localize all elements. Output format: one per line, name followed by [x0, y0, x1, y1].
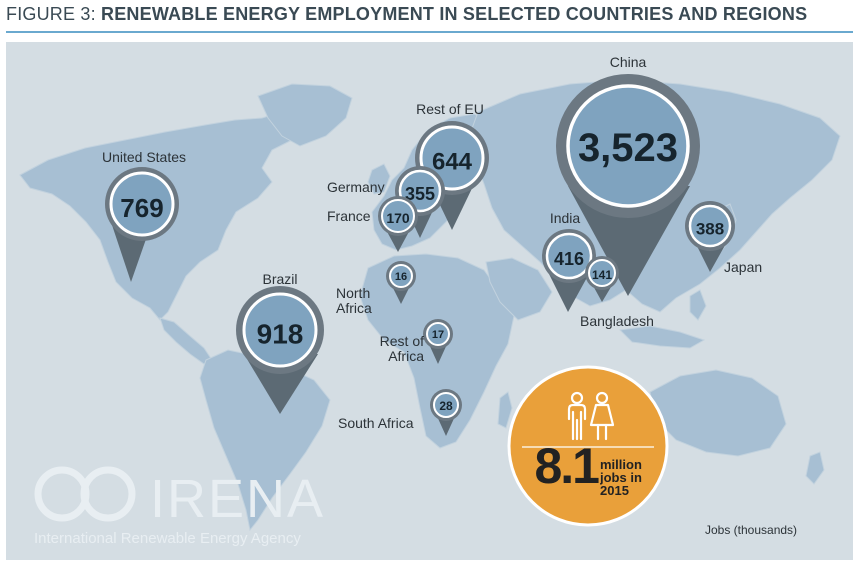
irena-globe-logo-icon [34, 466, 136, 522]
total-unit-box: million jobs in 2015 [600, 458, 642, 498]
pin-disc [389, 264, 413, 288]
marker-value: 918 [257, 319, 304, 350]
marker-label: China [610, 54, 647, 70]
new-zealand-shape [805, 451, 825, 485]
pin-disc [381, 199, 415, 233]
legend-unit: Jobs (thousands) [705, 523, 797, 537]
total-badge-circle [507, 365, 669, 527]
marker-rest-of-africa: 17 Rest of Africa [379, 319, 453, 364]
total-unit: million jobs in 2015 [600, 458, 642, 498]
pin-tail [548, 272, 590, 312]
pin-disc [545, 232, 593, 280]
marker-value: 170 [386, 210, 410, 226]
madagascar-shape [497, 391, 513, 429]
marker-value: 16 [395, 271, 407, 283]
marker-united-states: 769 United States [102, 149, 186, 282]
marker-bangladesh: 141 Bangladesh [580, 256, 654, 329]
marker-label: Rest of Africa [379, 334, 424, 364]
pin-disc [242, 292, 318, 368]
irena-name: IRENA [150, 469, 325, 529]
pin-disc [426, 322, 450, 346]
figure-heading: RENEWABLE ENERGY EMPLOYMENT IN SELECTED … [101, 4, 808, 24]
marker-label: United States [102, 149, 186, 165]
figure-number: FIGURE 3: [6, 4, 102, 24]
marker-label: Germany [327, 179, 385, 195]
total-value: 8.1 [534, 438, 599, 494]
marker-label-box: Rest of Africa [379, 334, 424, 364]
marker-value: 355 [405, 184, 435, 204]
arabia-shape [485, 257, 553, 321]
irena-logo: IRENA International Renewable Energy Age… [34, 466, 325, 547]
marker-value: 17 [432, 329, 444, 341]
pin-disc [588, 259, 616, 287]
uk-shape [367, 163, 391, 195]
marker-value: 388 [696, 220, 724, 239]
marker-india: 416 India [542, 210, 596, 312]
marker-north-africa: 16 North Africa [336, 261, 416, 316]
people-icon [567, 391, 615, 441]
marker-label: Brazil [262, 271, 297, 287]
marker-china: 3,523 China [556, 54, 700, 296]
marker-value: 3,523 [578, 126, 678, 170]
marker-south-africa: 28 South Africa [338, 389, 462, 436]
pin-disc [109, 171, 175, 237]
greenland-shape [257, 83, 353, 147]
figure-title: FIGURE 3: RENEWABLE ENERGY EMPLOYMENT IN… [6, 4, 807, 25]
marker-value: 141 [592, 268, 612, 282]
pin-disc [566, 84, 690, 208]
central-america-shape [159, 317, 213, 365]
marker-value: 28 [439, 399, 453, 413]
title-rule [6, 31, 853, 33]
marker-japan: 388 Japan [685, 201, 762, 275]
marker-label-box: North Africa [336, 286, 372, 316]
marker-value: 416 [554, 249, 584, 269]
marker-label: North Africa [336, 286, 372, 316]
marker-label: India [550, 210, 581, 226]
pin-disc [433, 392, 459, 418]
irena-subtitle: International Renewable Energy Agency [34, 530, 301, 547]
marker-label: South Africa [338, 415, 414, 431]
marker-label: Bangladesh [580, 313, 654, 329]
marker-value: 769 [120, 193, 163, 223]
indonesia-shape [618, 325, 706, 349]
markers: 769 United States 918 Brazil 644 Rest of… [102, 54, 762, 436]
pin-tail [568, 186, 690, 296]
pin-disc [688, 204, 732, 248]
marker-label: Rest of EU [416, 101, 484, 117]
total-jobs-badge: 8.1 million jobs in 2015 [507, 365, 669, 527]
philippines-shape [689, 289, 707, 321]
marker-brazil: 918 Brazil [236, 271, 324, 414]
marker-label: France [327, 208, 371, 224]
marker-value: 644 [432, 149, 473, 176]
marker-label: Japan [724, 259, 762, 275]
australia-shape [649, 369, 787, 457]
marker-france: 170 France [327, 196, 418, 252]
